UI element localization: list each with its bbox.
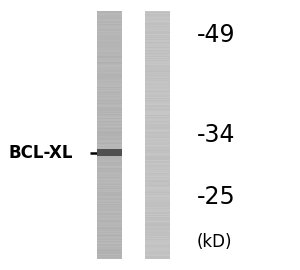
Text: BCL-XL: BCL-XL <box>9 144 74 161</box>
Text: (kD): (kD) <box>196 233 232 251</box>
Text: -34: -34 <box>196 123 235 147</box>
Text: -25: -25 <box>196 185 235 209</box>
Text: -49: -49 <box>196 23 235 47</box>
